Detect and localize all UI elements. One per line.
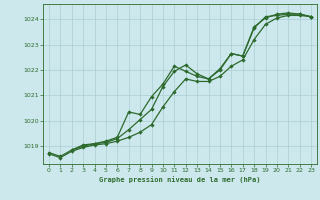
X-axis label: Graphe pression niveau de la mer (hPa): Graphe pression niveau de la mer (hPa): [99, 176, 261, 183]
